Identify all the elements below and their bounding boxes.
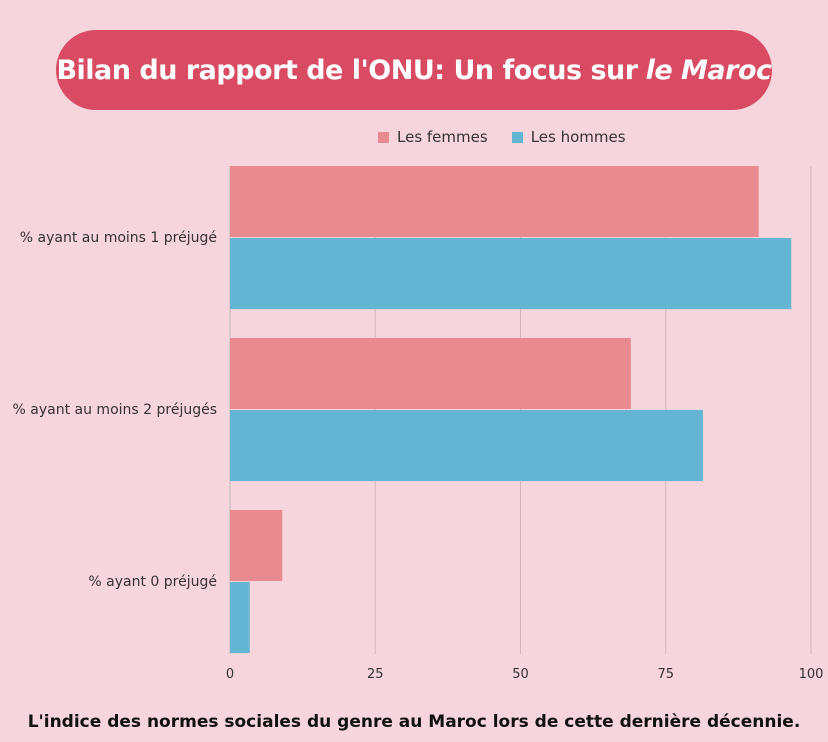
title-text: Bilan du rapport de l'ONU: Un focus sur bbox=[56, 54, 638, 86]
bar-hommes bbox=[230, 238, 792, 309]
bar-femmes bbox=[230, 166, 759, 237]
category-label: % ayant 0 préjugé bbox=[88, 574, 217, 590]
title-emphasis: le Maroc bbox=[645, 54, 772, 86]
bar-femmes bbox=[230, 510, 283, 581]
legend: Les femmes Les hommes bbox=[378, 128, 626, 146]
x-tick-label: 100 bbox=[799, 667, 824, 682]
title-banner: Bilan du rapport de l'ONU: Un focus sur … bbox=[56, 30, 772, 110]
x-tick-label: 25 bbox=[367, 667, 384, 682]
category-label: % ayant au moins 2 préjugés bbox=[13, 402, 217, 418]
bar-hommes bbox=[230, 410, 703, 481]
legend-item-hommes: Les hommes bbox=[511, 128, 626, 146]
x-tick-label: 75 bbox=[657, 667, 674, 682]
legend-label: Les hommes bbox=[530, 128, 626, 146]
bar-hommes bbox=[230, 582, 250, 653]
category-label: % ayant au moins 1 préjugé bbox=[20, 230, 217, 246]
legend-label: Les femmes bbox=[397, 128, 488, 146]
legend-swatch-hommes bbox=[511, 131, 523, 143]
x-tick-label: 0 bbox=[226, 667, 234, 682]
legend-item-femmes: Les femmes bbox=[378, 128, 488, 146]
x-tick-label: 50 bbox=[512, 667, 529, 682]
footer-caption: L'indice des normes sociales du genre au… bbox=[27, 712, 801, 732]
legend-swatch-femmes bbox=[378, 131, 389, 143]
bar-femmes bbox=[230, 338, 631, 409]
